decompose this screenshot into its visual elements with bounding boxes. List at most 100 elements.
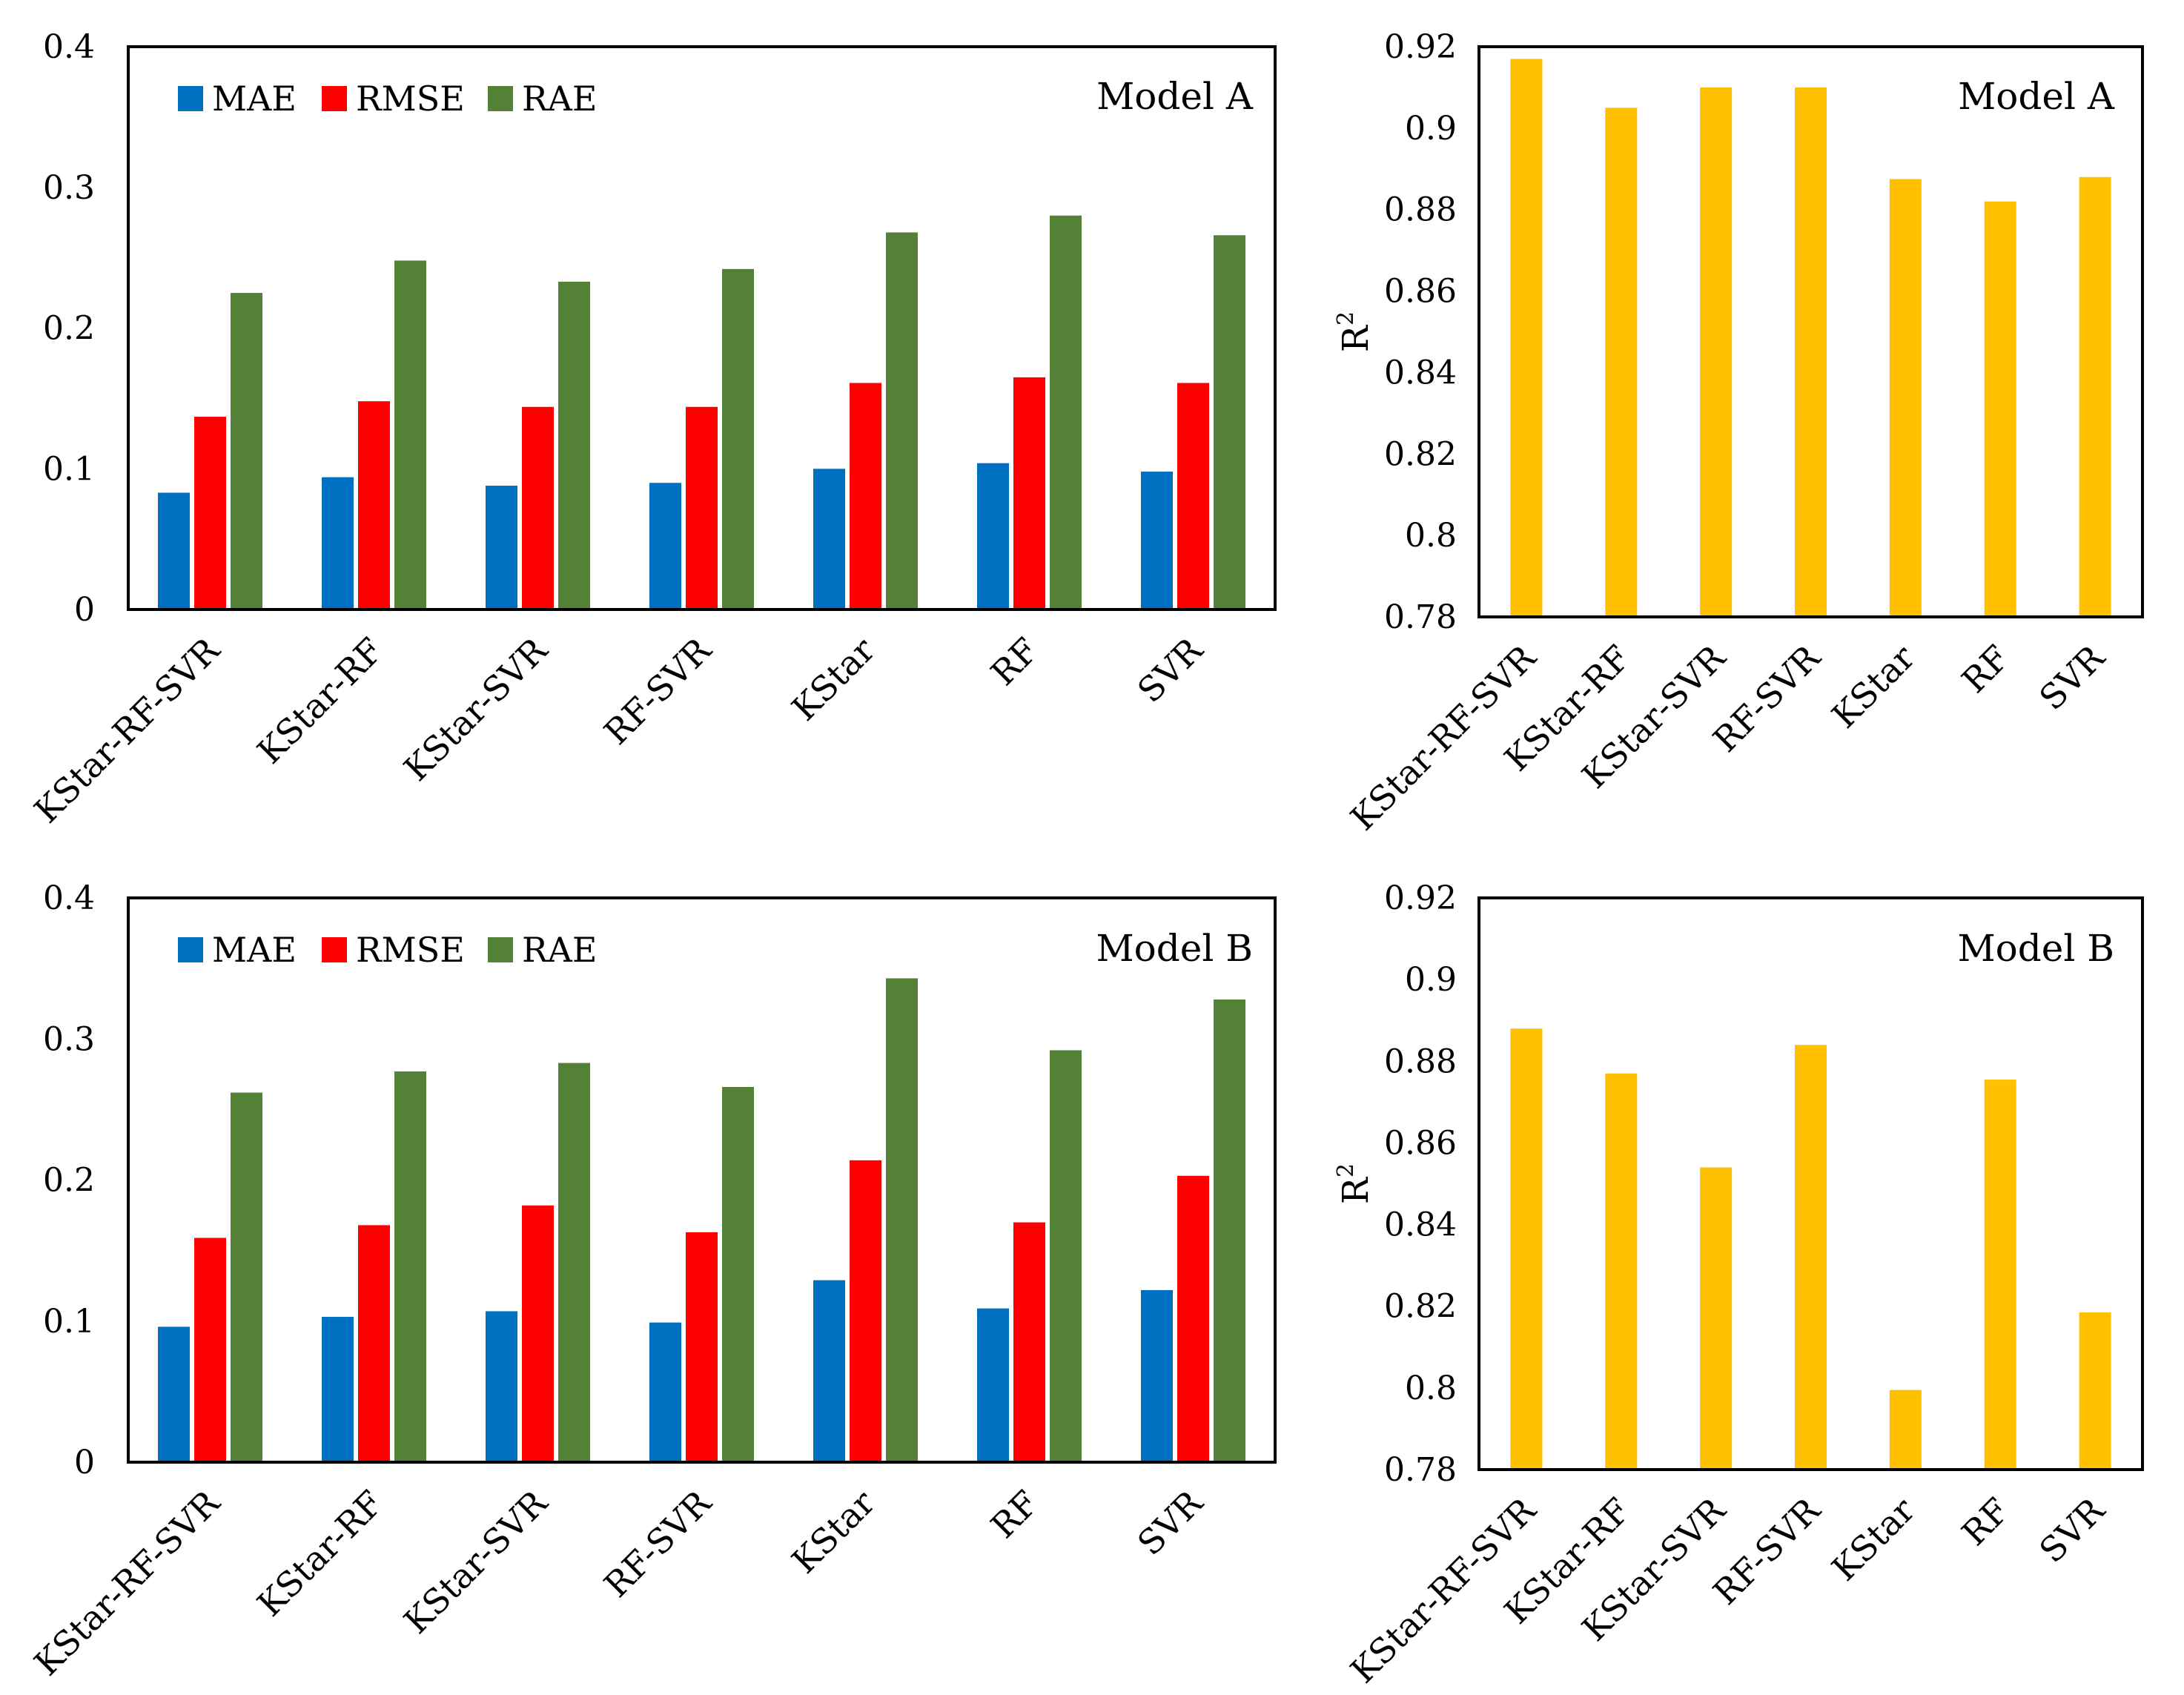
bar-r2-kstar-rf [1605,1073,1638,1470]
bar-mae-svr [1141,1289,1173,1462]
bar-rae-rf-svr [722,1086,754,1462]
bar-rae-rf [1050,1050,1082,1462]
bar-rmse-rf [1013,377,1045,609]
bar-r2-kstar-rf-svr [1510,1028,1543,1470]
legend-label-rmse: RMSE [356,79,465,119]
bar-rae-kstar-rf-svr [231,293,262,609]
x-category-label: SVR [2031,637,2112,718]
bar-rae-rf [1050,215,1082,609]
y-tick-label: 0.8 [1405,517,1457,555]
x-category-label: KStar [1824,1490,1922,1589]
y-tick-label: 0.4 [43,879,95,917]
y-tick-label: 0.82 [1384,435,1457,473]
bar-mae-rf [977,1308,1009,1462]
y-tick-label: 0.2 [43,310,95,348]
bar-mae-rf-svr [649,483,681,609]
bar-mae-kstar-rf [322,477,354,609]
x-category-label: SVR [2031,1490,2112,1570]
y-axis-label-superscript: 2 [1333,1163,1359,1177]
bar-mae-kstar-svr [486,486,517,609]
bar-mae-kstar [813,1280,845,1462]
bar-rae-kstar [886,978,918,1462]
bar-r2-kstar [1889,1390,1922,1470]
bar-rmse-rf-svr [686,406,718,609]
bar-r2-rf [1984,201,2016,617]
y-axis-label-base: R [1335,1176,1377,1204]
legend-swatch-rae [488,86,513,111]
y-axis-label: R2 [1333,311,1377,352]
bar-rae-kstar-rf [394,260,426,609]
y-tick-label: 0.92 [1384,879,1457,917]
bar-rmse-svr [1177,383,1209,609]
bar-r2-kstar-svr [1700,87,1733,617]
panel-title: Model A [1096,75,1254,118]
bar-mae-rf-svr [649,1322,681,1462]
x-category-label: RF-SVR [1705,1490,1828,1613]
legend-label-rae: RAE [522,79,597,119]
bar-rmse-kstar-rf-svr [194,1238,226,1462]
bar-mae-rf [977,463,1009,609]
panel-title: Model B [1957,927,2114,970]
y-tick-label: 0 [74,591,95,629]
legend-swatch-mae [178,937,203,962]
y-tick-label: 0.84 [1384,1206,1457,1244]
y-tick-label: 0.3 [43,169,95,207]
y-tick-label: 0.88 [1384,191,1457,229]
bar-rmse-kstar-svr [522,406,554,609]
panel-model-b-r2: 0.780.80.820.840.860.880.90.92KStar-RF-S… [1333,879,2144,1691]
x-category-label: KStar-SVR [396,1482,555,1642]
bar-rmse-rf-svr [686,1232,718,1462]
x-category-label: KStar-RF-SVR [27,1482,228,1684]
bar-mae-kstar [813,469,845,609]
bar-rmse-svr [1177,1175,1209,1462]
panel-title: Model A [1958,75,2115,118]
bar-rae-svr [1214,999,1245,1462]
plot-frame [1477,896,2144,1471]
y-tick-label: 0.92 [1384,28,1457,66]
bar-rae-kstar [886,232,918,609]
panel-model-a-r2: 0.780.80.820.840.860.880.90.92KStar-RF-S… [1333,28,2144,838]
x-category-label: RF-SVR [596,1482,719,1605]
bar-rae-kstar-rf-svr [231,1092,262,1462]
legend-label-rmse: RMSE [356,930,465,970]
bar-mae-svr [1141,472,1173,609]
y-axis-label-superscript: 2 [1333,311,1359,326]
bar-rmse-kstar-rf [358,1225,390,1462]
x-category-label: KStar-RF [249,1483,391,1625]
x-category-label: RF [1954,1490,2017,1553]
x-category-label: RF [983,1483,1046,1546]
legend-swatch-rmse [322,937,347,962]
legend-label-rae: RAE [522,930,597,970]
panel-title: Model B [1096,927,1253,970]
bar-r2-kstar-svr [1700,1167,1733,1470]
x-category-label: KStar [784,1483,882,1582]
y-tick-label: 0.78 [1384,598,1457,636]
y-tick-label: 0.2 [43,1162,95,1200]
y-tick-label: 0.9 [1405,110,1457,148]
y-tick-label: 0.9 [1405,961,1457,999]
legend-swatch-rae [488,937,513,962]
bar-rmse-rf [1013,1222,1045,1462]
bar-rmse-kstar-rf [358,401,390,609]
legend-swatch-mae [178,86,203,111]
x-category-label: RF-SVR [596,630,719,753]
bar-r2-svr [2079,176,2111,617]
x-category-label: KStar-RF [249,630,391,772]
bar-rmse-kstar-svr [522,1205,554,1462]
x-category-label: RF [983,630,1046,693]
bar-rmse-kstar [850,1160,881,1462]
legend-label-mae: MAE [212,930,297,970]
bar-mae-kstar-rf [322,1317,354,1462]
panel-model-b-errors: 0 0.1 0.2 0.3 0.4 KStar-RF-SVR KStar-RF KStar-S… [27,879,1277,1684]
x-category-label: KStar-RF-SVR [27,630,228,831]
plot-frame [127,45,1277,611]
bar-mae-kstar-rf-svr [158,1326,190,1462]
bar-rae-kstar-rf [394,1071,426,1462]
y-tick-label: 0.1 [43,1303,95,1341]
y-tick-label: 0.86 [1384,273,1457,311]
bar-rae-kstar-svr [558,281,590,609]
bar-r2-kstar-rf [1605,108,1638,618]
bar-r2-rf-svr [1795,1045,1827,1470]
plot-frame [127,896,1277,1464]
y-tick-label: 0.4 [43,28,95,66]
